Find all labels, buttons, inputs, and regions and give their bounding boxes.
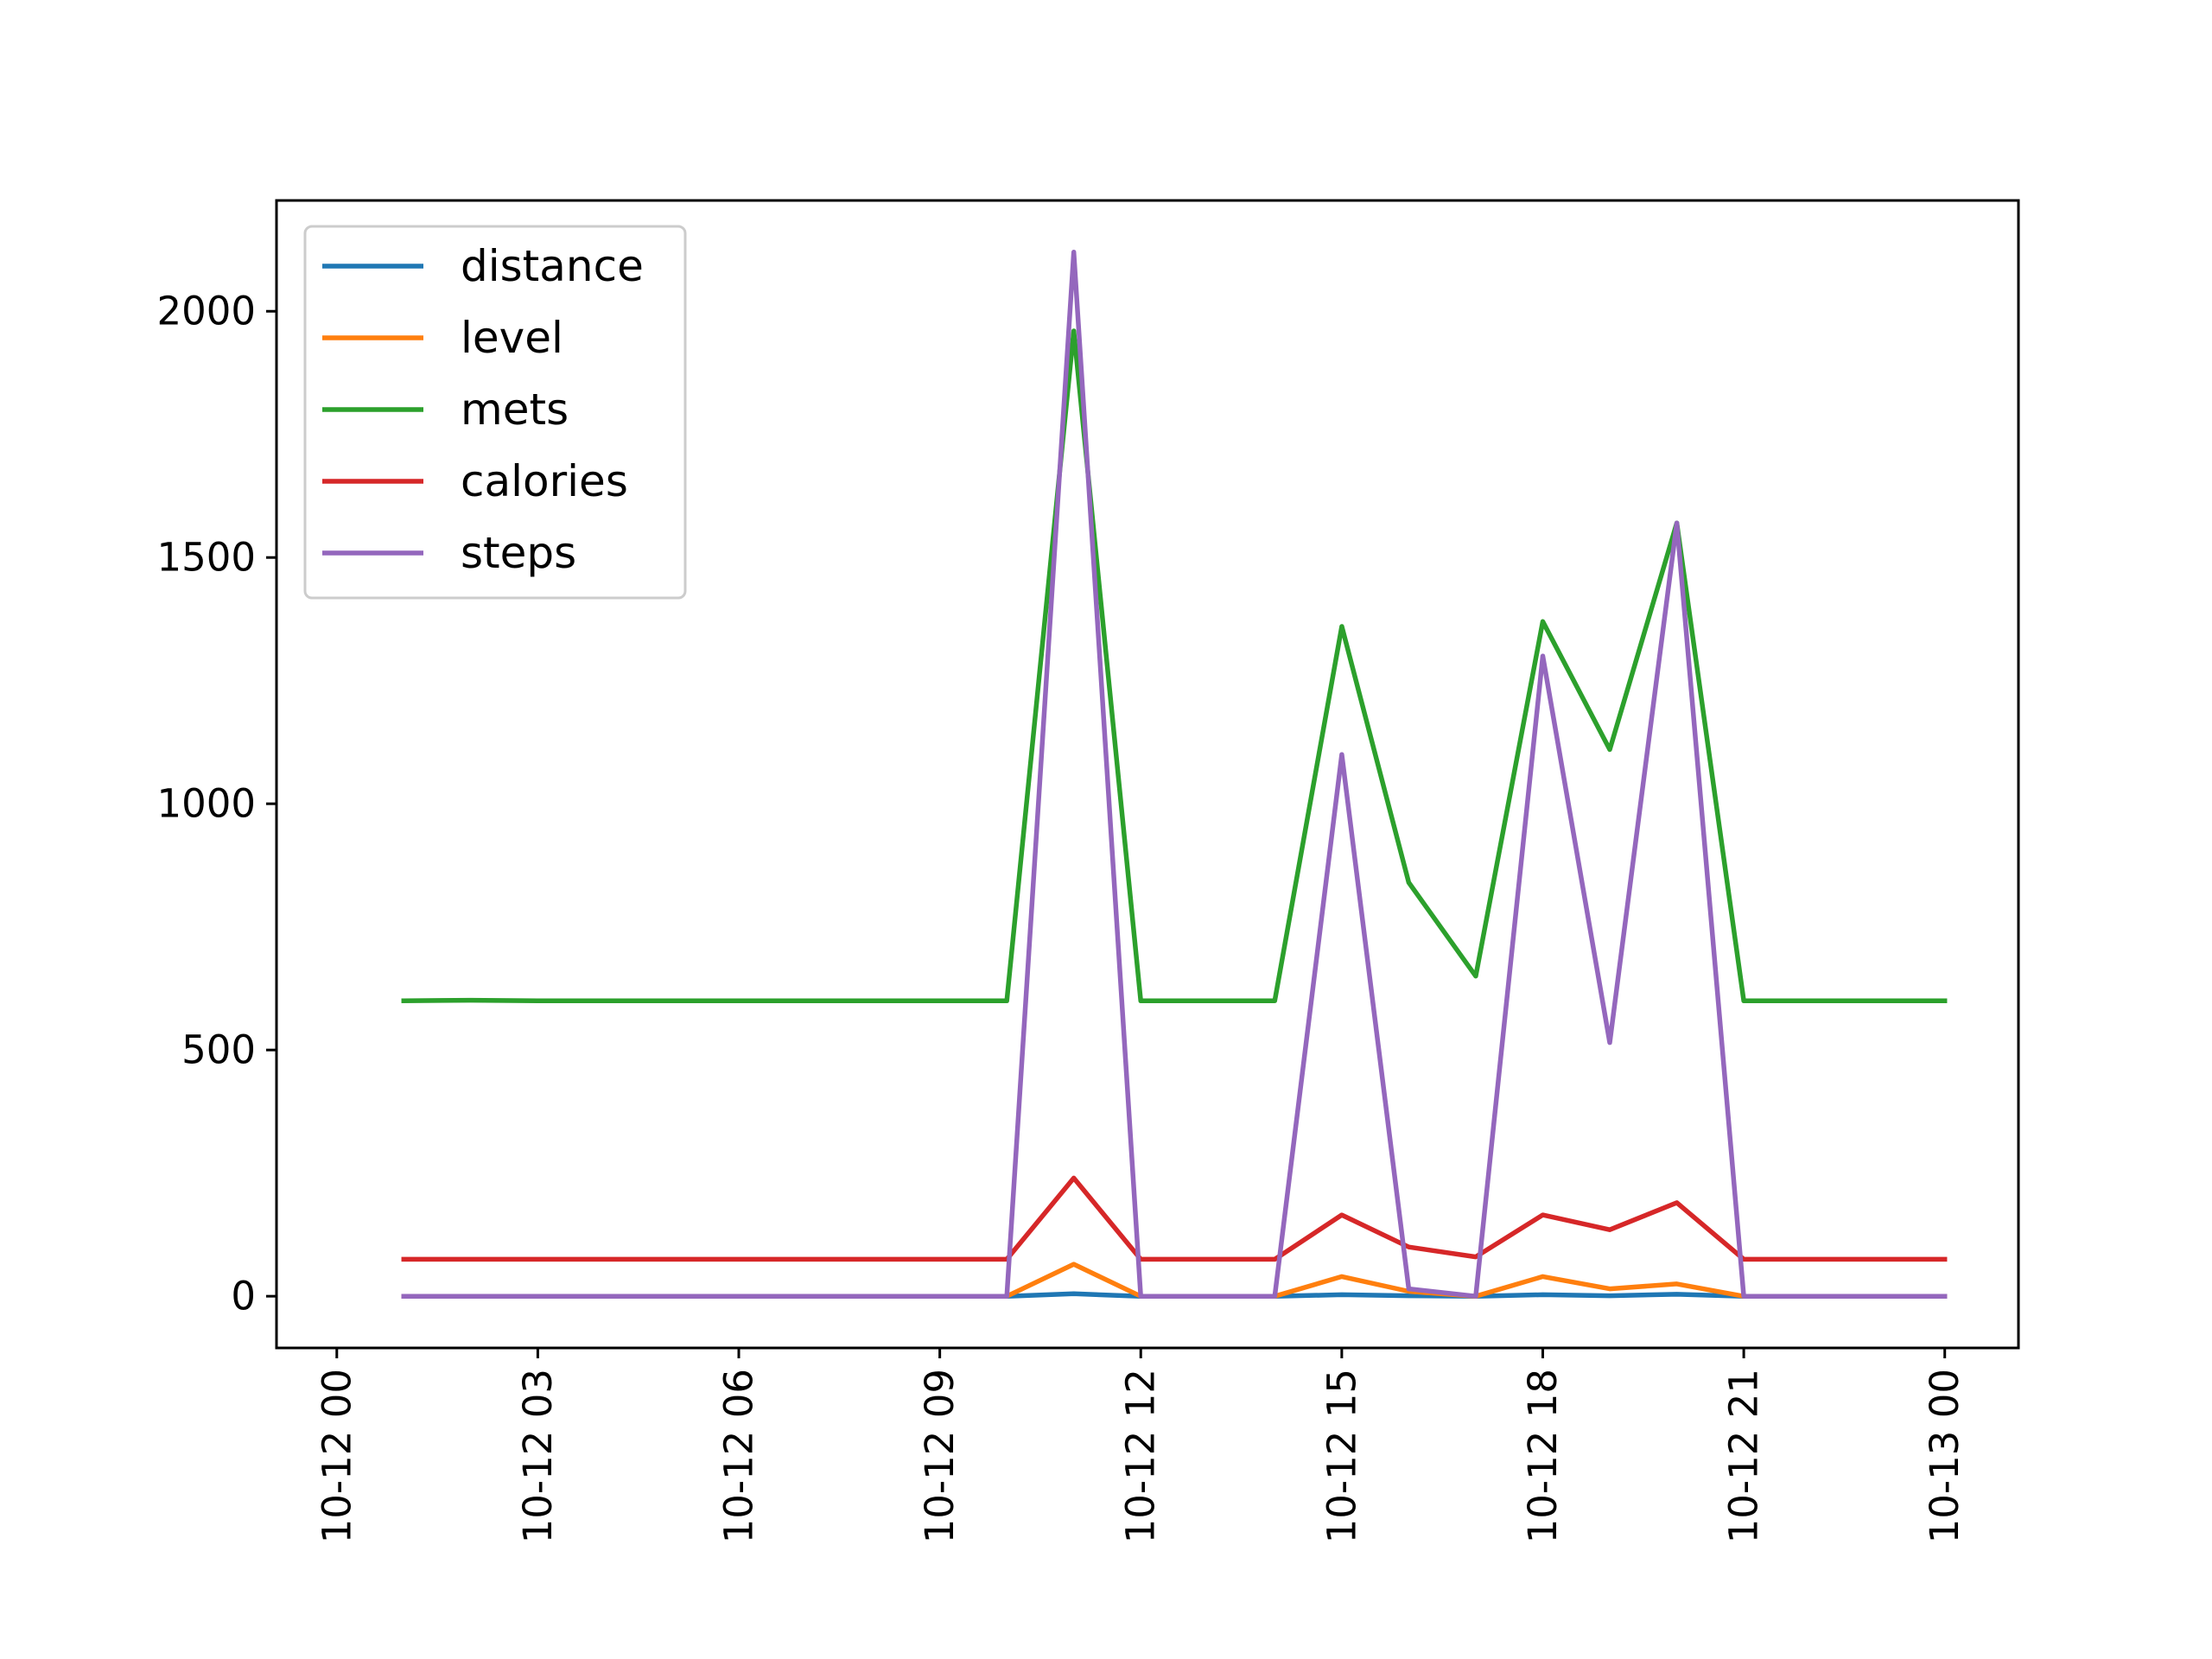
x-tick-label: 10-13 00 <box>1922 1369 1967 1543</box>
x-tick-label: 10-12 18 <box>1520 1369 1566 1543</box>
x-tick-label: 10-12 12 <box>1118 1369 1164 1543</box>
series-line-calories <box>401 1175 1948 1262</box>
legend-label-distance: distance <box>461 241 644 291</box>
y-axis: 0 500 1000 1500 2000 <box>156 289 276 1319</box>
plot-frame <box>275 199 2020 1350</box>
legend-label-level: level <box>461 313 563 363</box>
y-tick-label: 0 <box>231 1274 256 1319</box>
y-tick-label: 2000 <box>156 289 256 334</box>
legend: distance level mets calories steps <box>303 225 687 600</box>
x-tick-label: 10-12 06 <box>716 1369 762 1543</box>
legend-label-steps: steps <box>461 528 576 578</box>
y-tick-label: 500 <box>181 1027 256 1073</box>
legend-box <box>303 225 687 600</box>
x-tick-label: 10-12 09 <box>917 1369 963 1543</box>
x-tick-label: 10-12 15 <box>1319 1369 1364 1543</box>
series-line-mets <box>401 328 1948 1003</box>
x-axis: 10-12 00 10-12 03 10-12 06 10-12 09 10-12 12… <box>314 1348 1967 1543</box>
y-tick-label: 1500 <box>156 535 256 581</box>
series-line-steps <box>401 250 1948 1299</box>
plot-series-group <box>401 250 1948 1299</box>
x-tick-label: 10-12 21 <box>1721 1369 1767 1543</box>
x-tick-label: 10-12 03 <box>515 1369 561 1543</box>
legend-label-mets: mets <box>461 385 569 435</box>
y-tick-label: 1000 <box>156 781 256 827</box>
legend-label-calories: calories <box>461 456 628 506</box>
x-tick-label: 10-12 00 <box>314 1369 359 1543</box>
